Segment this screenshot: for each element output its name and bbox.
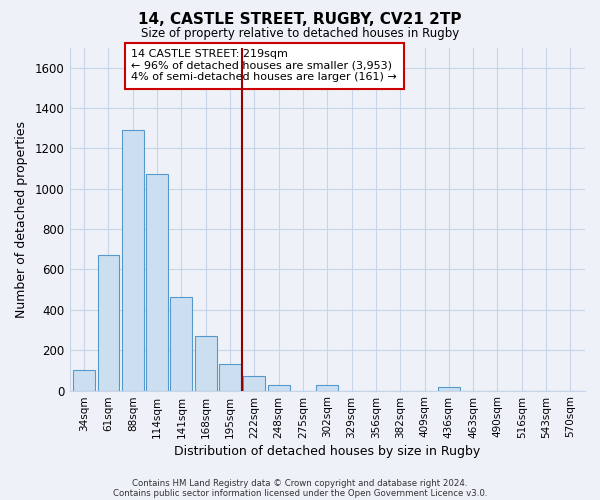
Bar bbox=[438, 387, 460, 390]
Bar bbox=[170, 296, 193, 390]
Bar bbox=[268, 384, 290, 390]
Text: Size of property relative to detached houses in Rugby: Size of property relative to detached ho… bbox=[141, 28, 459, 40]
Text: Contains HM Land Registry data © Crown copyright and database right 2024.: Contains HM Land Registry data © Crown c… bbox=[132, 478, 468, 488]
Bar bbox=[73, 370, 95, 390]
Y-axis label: Number of detached properties: Number of detached properties bbox=[15, 120, 28, 318]
Bar bbox=[219, 364, 241, 390]
Bar bbox=[316, 384, 338, 390]
Text: 14 CASTLE STREET: 219sqm
← 96% of detached houses are smaller (3,953)
4% of semi: 14 CASTLE STREET: 219sqm ← 96% of detach… bbox=[131, 49, 397, 82]
Bar bbox=[98, 256, 119, 390]
Text: Contains public sector information licensed under the Open Government Licence v3: Contains public sector information licen… bbox=[113, 488, 487, 498]
Bar bbox=[146, 174, 168, 390]
Text: 14, CASTLE STREET, RUGBY, CV21 2TP: 14, CASTLE STREET, RUGBY, CV21 2TP bbox=[138, 12, 462, 28]
Bar bbox=[195, 336, 217, 390]
Bar bbox=[122, 130, 144, 390]
Bar bbox=[244, 376, 265, 390]
X-axis label: Distribution of detached houses by size in Rugby: Distribution of detached houses by size … bbox=[174, 444, 481, 458]
